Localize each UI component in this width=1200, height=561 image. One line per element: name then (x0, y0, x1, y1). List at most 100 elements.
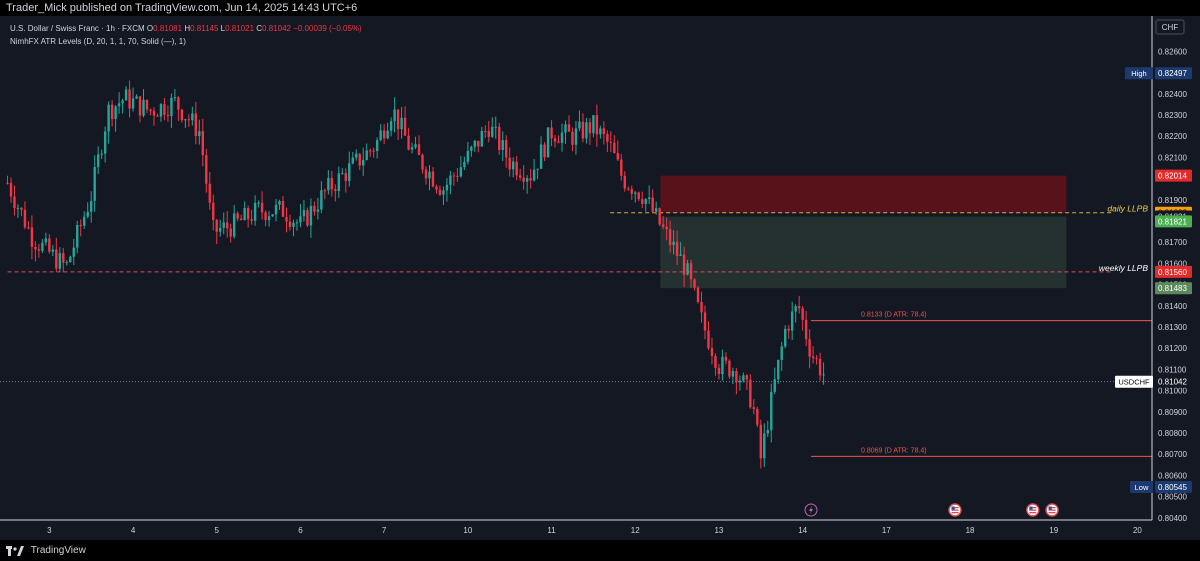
candle-body (616, 153, 620, 160)
candle-196 (689, 259, 693, 288)
candle-160 (564, 120, 567, 144)
us-flag-icon[interactable] (1045, 503, 1059, 517)
candle-body (484, 130, 487, 132)
lightning-icon[interactable] (804, 503, 818, 517)
x-tick-5: 10 (463, 526, 472, 535)
candle-16 (62, 248, 65, 273)
candle-93 (330, 170, 334, 197)
candle-body (212, 202, 215, 220)
candle-182 (641, 191, 644, 209)
candle-body (686, 263, 689, 275)
candle-142 (501, 131, 504, 161)
candle-body (400, 117, 403, 130)
y-tick-8: 0.81200 (1158, 344, 1187, 353)
flag-stripe (1048, 509, 1056, 511)
us-flag-icon[interactable] (1026, 503, 1040, 517)
candle-135 (477, 140, 480, 153)
candle-body (539, 144, 543, 169)
candle-body (278, 201, 281, 205)
candle-153 (539, 136, 543, 169)
candle-body (710, 348, 714, 357)
candle-body (801, 308, 804, 320)
open-value: 0.81081 (153, 24, 183, 33)
candle-body (93, 166, 96, 201)
chart-area[interactable]: U.S. Dollar / Swiss Franc · 1h · FXCM O0… (0, 16, 1200, 540)
candle-body (229, 228, 232, 237)
candle-body (170, 97, 173, 117)
candle-52 (187, 114, 191, 128)
candle-body (159, 104, 163, 117)
candle-body (236, 213, 239, 219)
price-label-1: 0.82014 (1158, 172, 1187, 181)
x-tick-3: 6 (298, 526, 303, 535)
y-tick-15: 0.81900 (1158, 196, 1187, 205)
candle-body (292, 222, 295, 227)
candle-181 (637, 191, 640, 202)
candle-166 (585, 117, 588, 144)
candle-77 (274, 198, 278, 222)
candle-body (609, 141, 613, 143)
price-label-6: 0.81483 (1158, 284, 1187, 293)
us-flag-icon[interactable] (948, 503, 962, 517)
candle-body (630, 189, 633, 194)
candle-89 (316, 197, 320, 220)
candle-121 (428, 164, 431, 191)
candle-190 (668, 220, 672, 253)
candle-body (327, 177, 330, 191)
candle-177 (623, 171, 626, 192)
candle-body (546, 127, 550, 158)
candle-body (696, 287, 700, 302)
candle-97 (344, 168, 347, 193)
flag-stripe (1048, 507, 1056, 509)
candle-body (804, 319, 808, 340)
candle-body (693, 279, 696, 288)
candle-103 (365, 143, 368, 161)
candle-body (498, 126, 501, 150)
candle-186 (654, 201, 658, 215)
candle-body (634, 192, 637, 194)
candle-body (48, 238, 51, 252)
candle-12 (48, 234, 51, 254)
candle-152 (536, 168, 539, 180)
candle-226 (794, 304, 797, 323)
candle-65 (232, 205, 236, 239)
candle-body (267, 216, 271, 221)
candle-body (707, 330, 710, 349)
candle-body (72, 247, 75, 257)
candle-body (815, 358, 818, 360)
candle-body (745, 375, 749, 380)
candle-138 (487, 120, 490, 143)
candle-189 (665, 217, 668, 241)
candle-31 (114, 105, 117, 132)
candle-3 (16, 204, 20, 218)
candle-94 (334, 184, 337, 202)
price-label-8: 0.80545 (1158, 483, 1187, 492)
candle-body (487, 130, 490, 137)
candle-141 (498, 122, 501, 155)
candle-body (107, 104, 110, 132)
candle-119 (421, 153, 424, 174)
candle-224 (787, 325, 790, 339)
candle-124 (438, 185, 442, 196)
symbol-legend-line: U.S. Dollar / Swiss Franc · 1h · FXCM O0… (10, 24, 362, 33)
candlestick-chart[interactable]: daily LLPB weekly LLPB 0.8133 (D ATR: 78.4… (0, 16, 1200, 540)
price-label-bg-0 (1155, 67, 1192, 80)
flag-stripe (951, 507, 959, 509)
candle-body (717, 367, 721, 375)
candle-32 (117, 92, 121, 114)
candle-225 (790, 301, 794, 341)
candle-83 (295, 219, 299, 231)
candle-body (110, 104, 114, 120)
candle-35 (128, 80, 131, 118)
candle-165 (581, 113, 585, 143)
candle-body (173, 97, 177, 99)
candle-body (222, 222, 225, 228)
candle-23 (86, 202, 89, 219)
x-tick-8: 13 (714, 526, 723, 535)
candle-60 (215, 219, 218, 245)
candle-body (445, 184, 449, 191)
candle-body (41, 242, 44, 251)
candle-74 (264, 210, 267, 227)
candle-body (557, 141, 560, 143)
candle-body (337, 173, 341, 192)
